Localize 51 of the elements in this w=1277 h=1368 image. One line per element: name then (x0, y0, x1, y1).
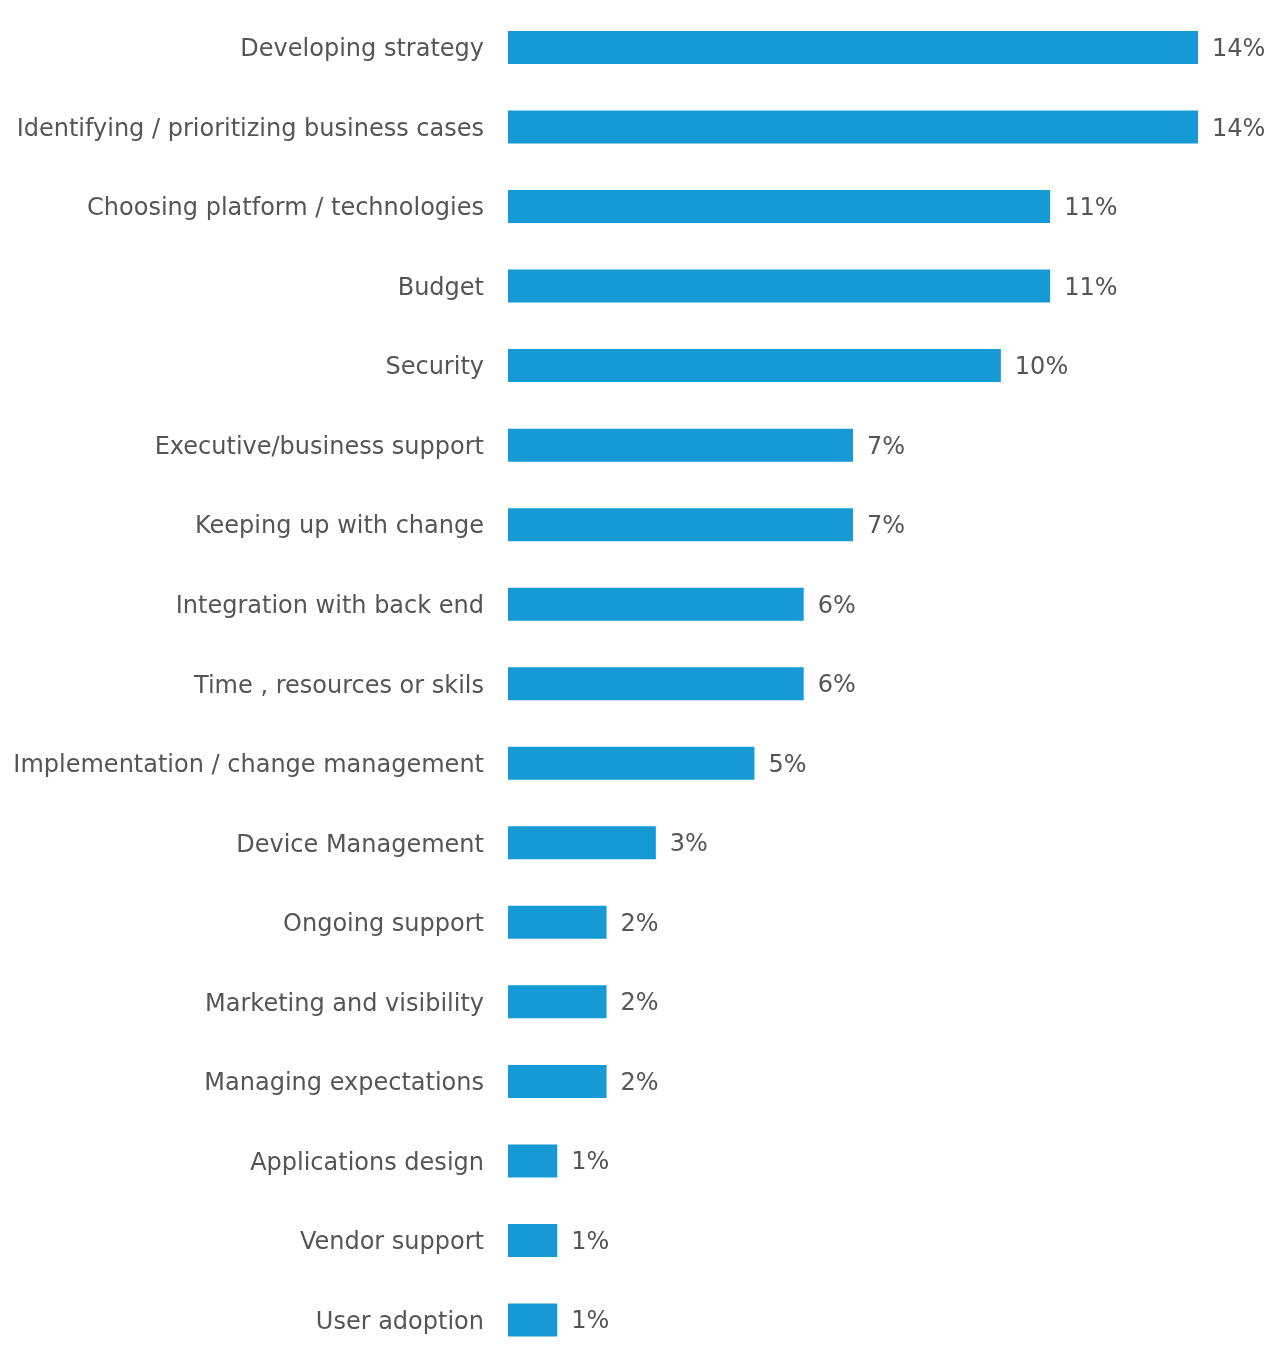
data-label: 6% (817, 670, 856, 699)
data-label: 1% (571, 1147, 610, 1176)
data-label: 11% (1064, 193, 1118, 222)
data-label: 3% (669, 829, 708, 858)
y-tick-label: Device Management (236, 829, 484, 858)
data-label: 2% (620, 908, 659, 937)
data-label: 14% (1212, 113, 1266, 142)
data-label: 7% (867, 511, 906, 540)
data-label: 14% (1212, 34, 1266, 63)
data-label: 10% (1014, 352, 1069, 381)
bar (508, 349, 1001, 383)
bar (508, 1144, 558, 1178)
bar (508, 508, 853, 542)
bar (508, 190, 1051, 224)
bar (508, 746, 755, 780)
y-tick-label: Keeping up with change (195, 511, 484, 540)
y-tick-label: Security (385, 352, 484, 381)
bar (508, 1223, 558, 1257)
data-label: 2% (620, 1067, 659, 1096)
y-tick-label: Executive/business support (154, 431, 484, 460)
data-label: 7% (867, 431, 906, 460)
y-tick-label: Vendor support (299, 1227, 484, 1256)
bar (508, 826, 656, 860)
data-label: 1% (571, 1226, 610, 1255)
bar (508, 905, 607, 939)
bar (508, 985, 607, 1019)
y-tick-label: Marketing and visibility (205, 988, 484, 1017)
bar (508, 1064, 607, 1098)
y-tick-label: Budget (397, 272, 484, 301)
y-tick-label: Developing strategy (240, 34, 484, 63)
y-tick-label: User adoption (315, 1306, 484, 1335)
bar (508, 31, 1198, 64)
y-tick-label: Applications design (250, 1147, 484, 1176)
bar (508, 428, 853, 462)
y-tick-label: Identifying / prioritizing business cases (16, 113, 484, 142)
bar (508, 1303, 558, 1337)
y-tick-label: Integration with back end (175, 590, 484, 619)
bar (508, 110, 1198, 144)
bar (508, 587, 804, 621)
y-tick-label: Managing expectations (204, 1068, 484, 1097)
data-label: 1% (571, 1306, 610, 1335)
bar (508, 667, 804, 701)
y-tick-label: Ongoing support (283, 909, 484, 938)
data-label: 6% (817, 590, 856, 619)
y-tick-label: Implementation / change management (13, 750, 484, 779)
y-tick-label: Time , resources or skils (193, 670, 484, 699)
data-label: 11% (1064, 272, 1118, 301)
data-label: 5% (768, 749, 807, 778)
data-label: 2% (620, 988, 659, 1017)
bar (508, 269, 1051, 303)
y-tick-label: Choosing platform / technologies (87, 193, 484, 222)
